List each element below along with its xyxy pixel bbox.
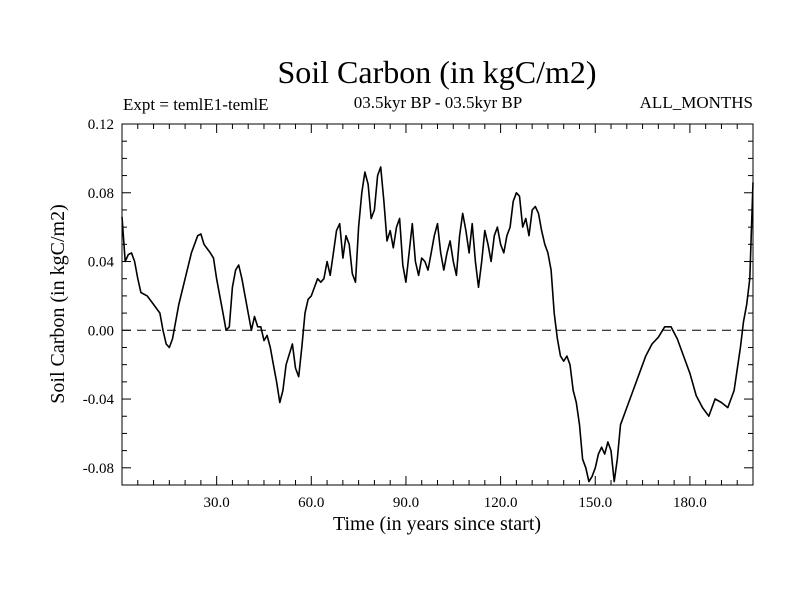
subtitle-months: ALL_MONTHS xyxy=(640,93,753,112)
y-tick-label: 0.12 xyxy=(88,117,114,133)
plot-frame xyxy=(121,123,754,486)
chart-title: Soil Carbon (in kgC/m2) xyxy=(277,54,596,90)
x-tick-label: 120.0 xyxy=(484,495,518,511)
subtitle-period: 03.5kyr BP - 03.5kyr BP xyxy=(354,93,522,112)
subtitle-experiment: Expt = temlE1-temlE xyxy=(123,95,269,114)
y-tick-label: 0.08 xyxy=(88,186,114,202)
y-tick-label: 0.00 xyxy=(88,323,114,339)
y-axis-label: Soil Carbon (in kgC/m2) xyxy=(47,204,69,403)
x-axis-label: Time (in years since start) xyxy=(333,513,541,535)
y-tick-label: -0.04 xyxy=(83,392,115,408)
x-tick-label: 150.0 xyxy=(578,495,612,511)
x-tick-label: 180.0 xyxy=(673,495,707,511)
x-tick-label: 30.0 xyxy=(204,495,230,511)
x-tick-label: 90.0 xyxy=(393,495,419,511)
x-tick-label: 60.0 xyxy=(298,495,324,511)
series-line-soil-carbon xyxy=(121,166,754,483)
y-tick-label: 0.04 xyxy=(88,255,115,271)
y-tick-label: -0.08 xyxy=(83,461,114,477)
